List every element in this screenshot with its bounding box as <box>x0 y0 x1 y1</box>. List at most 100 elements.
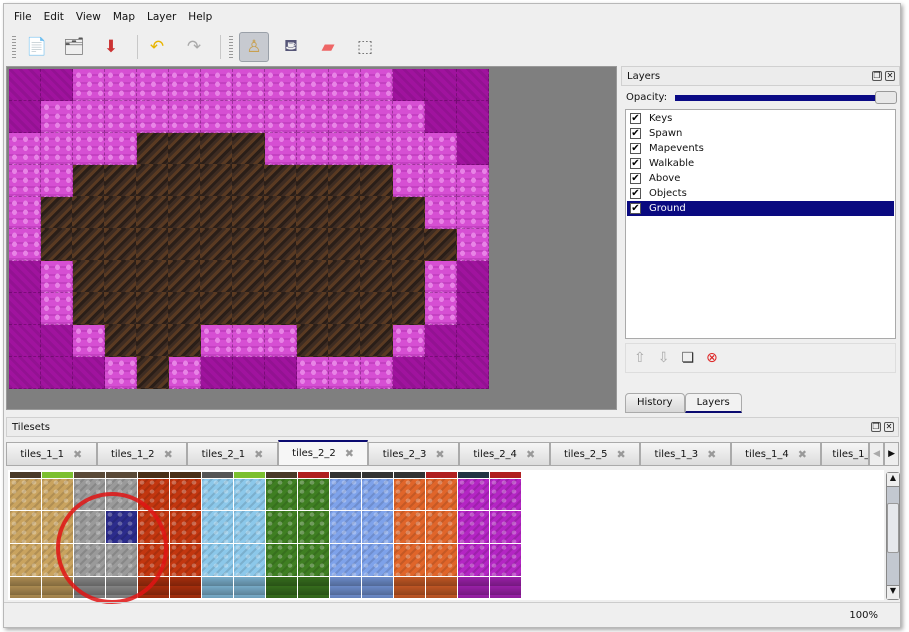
map-tile[interactable] <box>201 229 233 261</box>
tileset-tile[interactable] <box>234 577 266 599</box>
tileset-tile[interactable] <box>298 511 330 544</box>
tileset-tile[interactable] <box>330 544 362 577</box>
tileset-tile[interactable] <box>10 479 42 511</box>
map-tile[interactable] <box>105 325 137 357</box>
map-canvas[interactable] <box>6 66 617 410</box>
tileset-tile[interactable] <box>426 511 458 544</box>
map-tile[interactable] <box>73 293 105 325</box>
map-tile[interactable] <box>73 101 105 133</box>
map-tile[interactable] <box>137 69 169 101</box>
map-tile[interactable] <box>457 69 489 101</box>
tileset-tile[interactable] <box>298 479 330 511</box>
map-tile[interactable] <box>329 133 361 165</box>
tileset-tile[interactable] <box>362 472 394 479</box>
eraser-button[interactable]: ▰ <box>313 32 343 62</box>
map-tile[interactable] <box>265 229 297 261</box>
map-tile[interactable] <box>201 133 233 165</box>
tileset-scrollbar[interactable]: ▲ ▼ <box>886 472 900 600</box>
map-tile[interactable] <box>233 133 265 165</box>
layer-row[interactable]: ✔ Ground <box>627 201 894 216</box>
map-tile[interactable] <box>425 69 457 101</box>
map-tile[interactable] <box>329 197 361 229</box>
close-tab-icon[interactable]: ✖ <box>707 447 717 461</box>
map-tile[interactable] <box>169 293 201 325</box>
tileset-tab[interactable]: tiles_2_5 ✖ <box>549 442 641 466</box>
map-tile[interactable] <box>425 357 457 389</box>
close-tab-icon[interactable]: ✖ <box>435 447 445 461</box>
tileset-tab[interactable]: tiles_2_2 ✖ <box>277 440 369 466</box>
map-tile[interactable] <box>361 325 393 357</box>
map-tile[interactable] <box>169 69 201 101</box>
map-tile[interactable] <box>41 69 73 101</box>
menu-edit[interactable]: Edit <box>43 11 64 23</box>
tileset-tab[interactable]: tiles_2_3 ✖ <box>368 442 459 466</box>
tileset-tile[interactable] <box>458 472 490 479</box>
layer-visibility-checkbox[interactable]: ✔ <box>630 128 641 139</box>
map-tile[interactable] <box>169 197 201 229</box>
map-tile[interactable] <box>265 357 297 389</box>
tileset-tile[interactable] <box>330 577 362 599</box>
tileset-tile[interactable] <box>10 544 42 577</box>
tileset-tile[interactable] <box>490 472 522 479</box>
map-tile[interactable] <box>425 165 457 197</box>
map-tile[interactable] <box>41 357 73 389</box>
tileset-tile[interactable] <box>490 479 522 511</box>
tileset-tile[interactable] <box>458 577 490 599</box>
map-tile[interactable] <box>233 165 265 197</box>
map-tile[interactable] <box>457 293 489 325</box>
map-tile[interactable] <box>233 197 265 229</box>
close-icon[interactable]: ✕ <box>884 422 894 432</box>
move-layer-up-icon[interactable]: ⇧ <box>634 350 646 366</box>
map-tile[interactable] <box>425 229 457 261</box>
map-tile[interactable] <box>9 325 41 357</box>
map-tile[interactable] <box>41 229 73 261</box>
bucket-fill-button[interactable]: ⛾ <box>276 32 306 62</box>
map-tile[interactable] <box>361 229 393 261</box>
new-file-button[interactable]: 📄 <box>22 32 52 62</box>
map-tile[interactable] <box>9 133 41 165</box>
map-tile[interactable] <box>41 197 73 229</box>
delete-layer-icon[interactable]: ⊗ <box>706 350 718 366</box>
map-tile[interactable] <box>233 69 265 101</box>
close-tab-icon[interactable]: ✖ <box>525 447 536 461</box>
map-tile[interactable] <box>297 165 329 197</box>
map-tile[interactable] <box>265 133 297 165</box>
layer-row[interactable]: ✔ Objects <box>627 186 894 201</box>
tileset-tile[interactable] <box>266 511 298 544</box>
map-tile[interactable] <box>73 357 105 389</box>
tileset-tile[interactable] <box>42 479 74 511</box>
map-tile[interactable] <box>41 293 73 325</box>
map-tile[interactable] <box>73 165 105 197</box>
close-tab-icon[interactable]: ✖ <box>72 447 83 461</box>
tileset-tab[interactable]: tiles_1_3 ✖ <box>640 442 731 466</box>
tileset-tile[interactable] <box>202 472 234 479</box>
tileset-tile[interactable] <box>362 479 394 511</box>
tileset-tile[interactable] <box>362 544 394 577</box>
tileset-tile[interactable] <box>10 577 42 599</box>
tileset-tile[interactable] <box>362 511 394 544</box>
menu-layer[interactable]: Layer <box>147 11 177 23</box>
map-tile[interactable] <box>329 357 361 389</box>
map-tile[interactable] <box>201 69 233 101</box>
map-tile[interactable] <box>201 197 233 229</box>
map-tile[interactable] <box>393 357 425 389</box>
map-tile[interactable] <box>73 261 105 293</box>
map-tile[interactable] <box>425 325 457 357</box>
map-tile[interactable] <box>9 69 41 101</box>
tileset-tile[interactable] <box>234 544 266 577</box>
map-tile[interactable] <box>137 165 169 197</box>
stamp-brush-button[interactable]: ♙ <box>239 32 269 62</box>
map-tile[interactable] <box>393 101 425 133</box>
map-tile[interactable] <box>105 165 137 197</box>
map-tile[interactable] <box>233 261 265 293</box>
map-tile[interactable] <box>329 261 361 293</box>
tileset-tile[interactable] <box>202 479 234 511</box>
map-tile[interactable] <box>361 133 393 165</box>
map-tile[interactable] <box>329 293 361 325</box>
scroll-thumb[interactable] <box>887 503 899 553</box>
map-tile[interactable] <box>137 133 169 165</box>
map-tile[interactable] <box>361 69 393 101</box>
map-tile[interactable] <box>265 293 297 325</box>
map-tile[interactable] <box>41 133 73 165</box>
tileset-tile[interactable] <box>266 577 298 599</box>
